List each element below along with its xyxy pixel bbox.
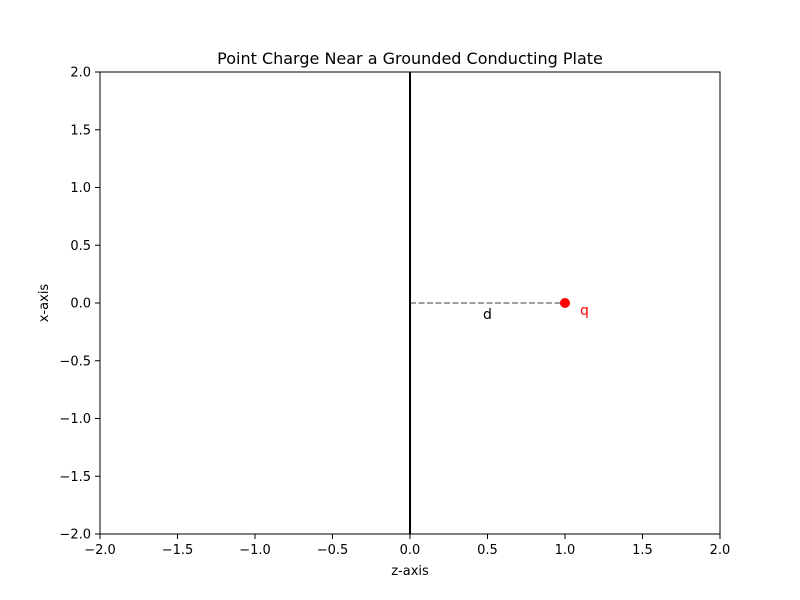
x-tick-label: −2.0 [84, 543, 116, 558]
y-tick-label: −1.0 [59, 412, 91, 427]
chart-title: Point Charge Near a Grounded Conducting … [217, 49, 603, 68]
y-tick-label: 2.0 [70, 66, 91, 81]
y-tick-label: 1.0 [70, 181, 91, 196]
x-axis-ticks: −2.0 −1.5 −1.0 −0.5 0.0 0.5 1.0 1.5 2.0 [84, 534, 730, 558]
x-tick-label: −1.5 [162, 543, 194, 558]
x-tick-label: −1.0 [239, 543, 271, 558]
y-tick-label: −2.0 [59, 528, 91, 543]
y-tick-label: 0.0 [70, 297, 91, 312]
y-tick-label: −1.5 [59, 470, 91, 485]
y-tick-label: 1.5 [70, 123, 91, 138]
y-tick-label: 0.5 [70, 239, 91, 254]
x-tick-label: 0.5 [477, 543, 498, 558]
x-tick-label: −0.5 [317, 543, 349, 558]
charge-label: q [580, 303, 589, 319]
y-axis-ticks: −2.0 −1.5 −1.0 −0.5 0.0 0.5 1.0 1.5 2.0 [59, 66, 100, 543]
charge-point [560, 298, 570, 308]
x-tick-label: 0.0 [400, 543, 421, 558]
x-axis-label: z-axis [391, 564, 429, 579]
distance-label: d [483, 307, 492, 323]
y-axis-label: x-axis [37, 284, 52, 323]
x-tick-label: 1.0 [555, 543, 576, 558]
x-tick-label: 1.5 [632, 543, 653, 558]
x-tick-label: 2.0 [710, 543, 731, 558]
y-tick-label: −0.5 [59, 354, 91, 369]
plot-area-frame [99, 71, 721, 535]
